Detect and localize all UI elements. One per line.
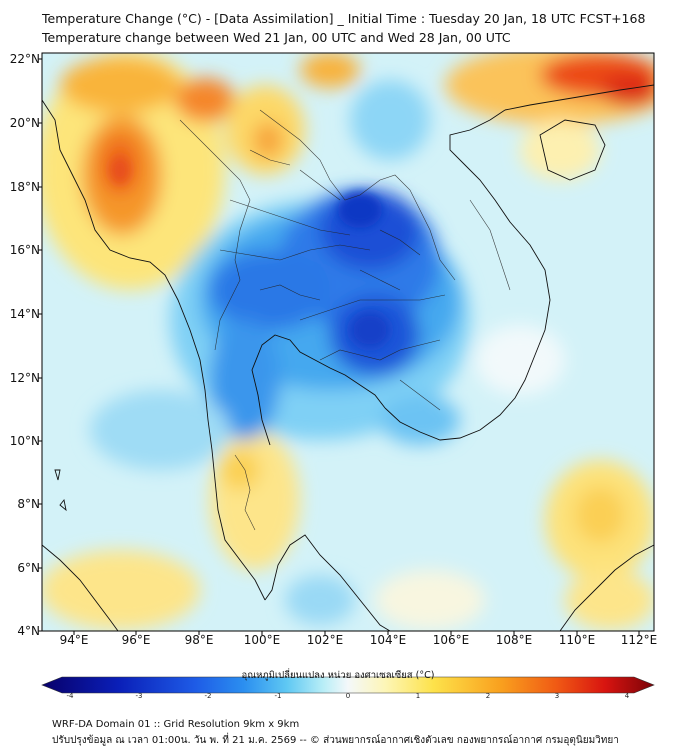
colorbar-tick-label: 2 (485, 692, 491, 700)
lat-tick-label: 6°N (17, 561, 40, 575)
lon-tick-label: 96°E (121, 633, 151, 647)
footer-credit: ปรับปรุงข้อมูล ณ เวลา 01:00น. วัน พ. ที่… (52, 735, 619, 746)
lon-tick-label: 108°E (495, 633, 533, 647)
lon-tick-label: 106°E (432, 633, 470, 647)
lat-tick-label: 22°N (9, 52, 40, 66)
lon-tick-label: 98°E (184, 633, 214, 647)
colorbar-title: อุณหภูมิเปลี่ยนแปลง หน่วย องศาเซลเซียส (… (241, 670, 435, 681)
colorbar-tick-label: -1 (274, 692, 282, 700)
colorbar-tick-label: -2 (204, 692, 212, 700)
lat-tick-label: 14°N (9, 307, 40, 321)
colorbar-tick-label: 3 (554, 692, 560, 700)
colorbar-tick-label: -4 (66, 692, 74, 700)
colorbar (41, 676, 655, 694)
coastlines (42, 84, 654, 631)
lat-tick-label: 8°N (17, 497, 40, 511)
lon-tick-label: 94°E (59, 633, 89, 647)
lat-tick-label: 18°N (9, 180, 40, 194)
lon-tick-label: 102°E (306, 633, 344, 647)
map-frame (41, 52, 655, 632)
colorbar-tick-label: -3 (135, 692, 143, 700)
footer-model-info: WRF-DA Domain 01 :: Grid Resolution 9km … (52, 719, 300, 730)
map-subtitle: Temperature change between Wed 21 Jan, 0… (42, 30, 511, 45)
axis-ticks (38, 58, 640, 635)
colorbar-tick-label: 0 (345, 692, 351, 700)
lon-tick-label: 110°E (558, 633, 596, 647)
lat-tick-label: 4°N (17, 624, 40, 638)
temperature-field (42, 53, 654, 631)
lon-tick-label: 112°E (620, 633, 658, 647)
lat-tick-label: 20°N (9, 116, 40, 130)
colorbar-tick-label: 1 (415, 692, 421, 700)
lon-tick-label: 104°E (369, 633, 407, 647)
lat-tick-label: 16°N (9, 243, 40, 257)
lat-tick-label: 12°N (9, 371, 40, 385)
borders (179, 109, 511, 531)
colorbar-tick-label: 4 (624, 692, 630, 700)
lat-tick-label: 10°N (9, 434, 40, 448)
lon-tick-label: 100°E (243, 633, 281, 647)
map-title: Temperature Change (°C) - [Data Assimila… (42, 11, 646, 26)
